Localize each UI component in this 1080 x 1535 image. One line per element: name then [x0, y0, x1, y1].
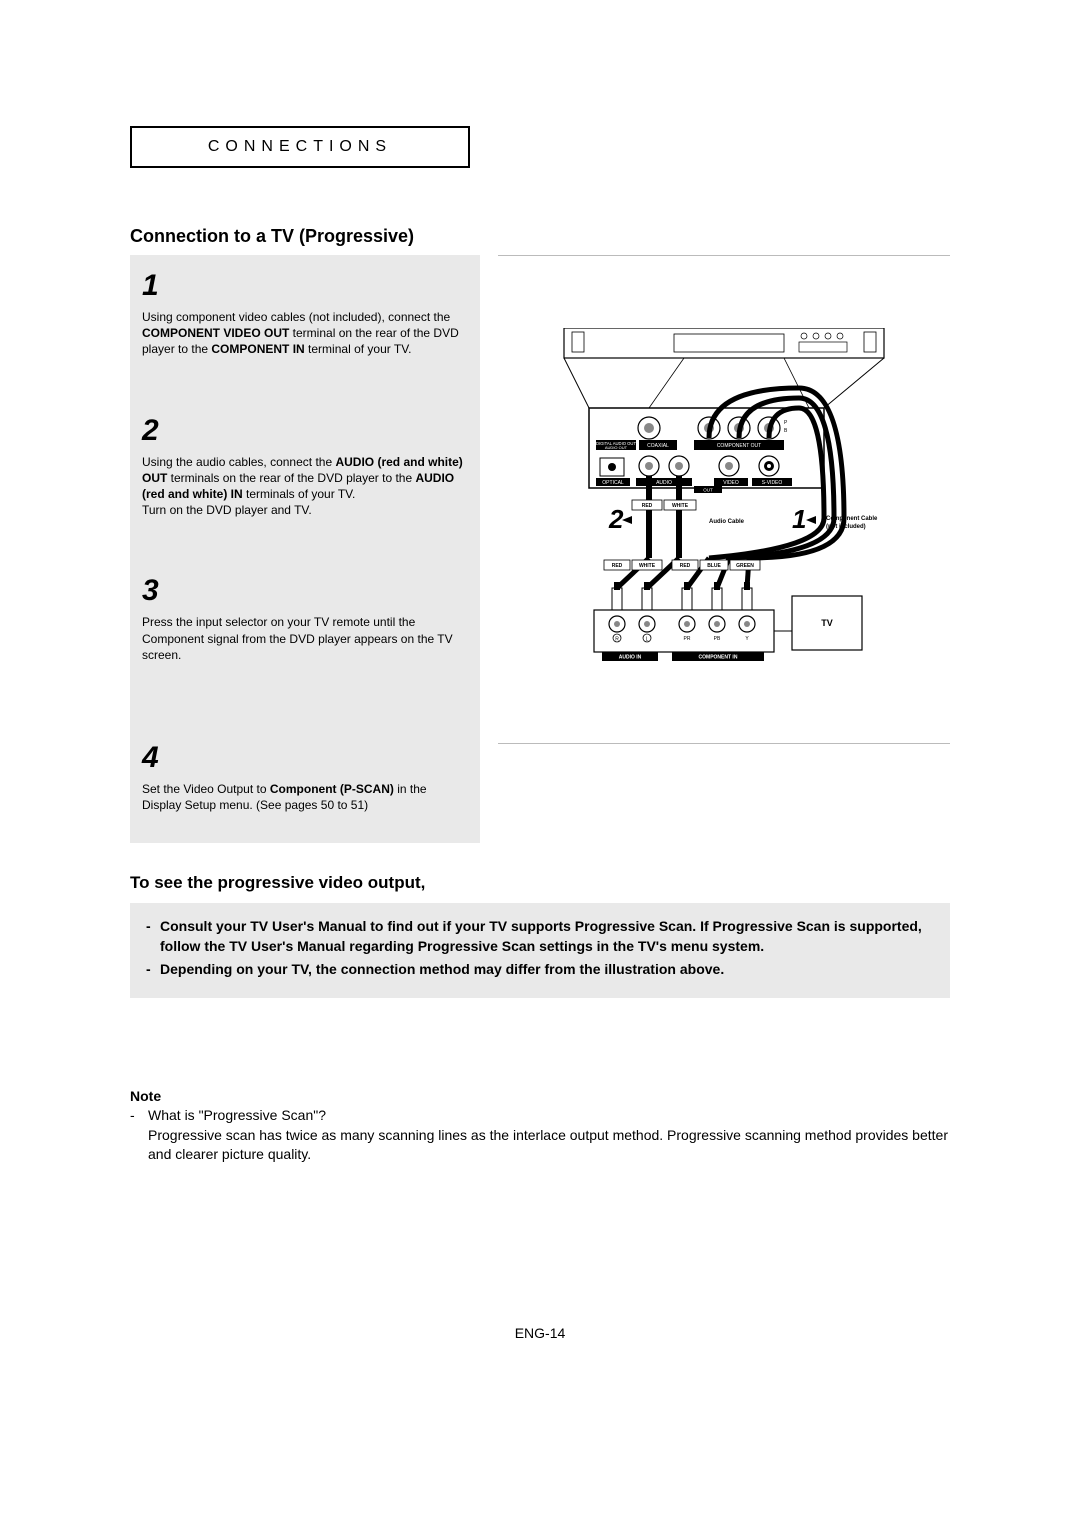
step-2: 2 Using the audio cables, connect the AU… [130, 400, 480, 533]
step-4: 4 Set the Video Output to Component (P-S… [130, 727, 480, 843]
svg-text:R: R [615, 637, 619, 643]
svg-text:GREEN: GREEN [736, 563, 754, 569]
svg-text:AUDIO OUT: AUDIO OUT [605, 445, 628, 450]
bullet-item: - Consult your TV User's Manual to find … [146, 917, 934, 956]
connection-diagram: P B DIGITAL AUDIO OUT AUDIO OUT COAXIAL … [554, 328, 894, 703]
step-number: 1 [142, 271, 468, 301]
bullet-item: - Depending on your TV, the connection m… [146, 960, 934, 980]
step-number: 2 [142, 416, 468, 446]
step-1: 1 Using component video cables (not incl… [130, 255, 480, 372]
note-answer: Progressive scan has twice as many scann… [148, 1127, 948, 1163]
svg-text:L: L [646, 637, 649, 643]
sub-heading: To see the progressive video output, [130, 873, 950, 893]
diagram-column: P B DIGITAL AUDIO OUT AUDIO OUT COAXIAL … [498, 255, 950, 843]
label-audio-in: AUDIO IN [619, 655, 642, 661]
step-text: Using component video cables (not includ… [142, 309, 468, 358]
callout-1: 1 [792, 504, 806, 534]
label-video: VIDEO [723, 480, 739, 486]
callout-2: 2 [608, 504, 624, 534]
label-out: OUT [703, 488, 713, 493]
step-3: 3 Press the input selector on your TV re… [130, 560, 480, 677]
cable-plugs [612, 582, 752, 610]
svg-text:PR: PR [684, 636, 691, 642]
label-red: RED [642, 503, 653, 509]
label-component-in: COMPONENT IN [699, 655, 738, 661]
page-footer: ENG-14 [130, 1325, 950, 1341]
label-not-included: (not included) [826, 524, 866, 530]
svg-text:RED: RED [680, 563, 691, 569]
page-title: Connection to a TV (Progressive) [130, 226, 950, 247]
label-optical: OPTICAL [602, 480, 624, 486]
label-component-out: COMPONENT OUT [717, 443, 761, 449]
progressive-notes-box: - Consult your TV User's Manual to find … [130, 903, 950, 998]
steps-column: 1 Using component video cables (not incl… [130, 255, 480, 843]
svg-text:PB: PB [714, 636, 721, 642]
section-header-text: CONNECTIONS [208, 138, 392, 155]
label-svideo: S-VIDEO [762, 480, 783, 486]
label-audio-cable: Audio Cable [709, 519, 745, 525]
svg-text:RED: RED [612, 563, 623, 569]
step-number: 3 [142, 576, 468, 606]
section-header: CONNECTIONS [130, 126, 470, 168]
svg-text:WHITE: WHITE [639, 563, 656, 569]
step-text: Press the input selector on your TV remo… [142, 614, 468, 663]
label-audio: AUDIO [656, 480, 672, 486]
label-component-cable: Component Cable [826, 516, 878, 522]
label-coaxial: COAXIAL [647, 443, 669, 449]
note-question: What is "Progressive Scan"? [148, 1107, 326, 1123]
bullet-text: Consult your TV User's Manual to find ou… [160, 917, 934, 956]
svg-text:BLUE: BLUE [707, 563, 721, 569]
step-number: 4 [142, 743, 468, 773]
note-heading: Note [130, 1088, 950, 1104]
label-white: WHITE [672, 503, 689, 509]
step-text: Using the audio cables, connect the AUDI… [142, 454, 468, 519]
bullet-text: Depending on your TV, the connection met… [160, 960, 724, 980]
step-text: Set the Video Output to Component (P-SCA… [142, 781, 468, 813]
tv-label: TV [821, 618, 833, 628]
note-body: - What is "Progressive Scan"? Progressiv… [130, 1106, 950, 1165]
